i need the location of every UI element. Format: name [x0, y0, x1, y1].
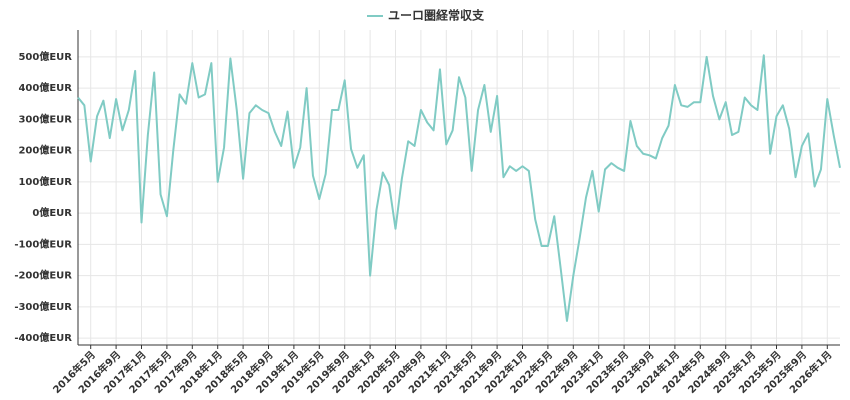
y-tick-label: 300億EUR [18, 112, 72, 125]
y-tick-label: -100億EUR [14, 237, 72, 250]
y-tick-label: 500億EUR [18, 50, 72, 63]
y-tick-label: -200億EUR [14, 269, 72, 282]
y-tick-label: 100億EUR [18, 175, 72, 188]
y-tick-label: -300億EUR [14, 300, 72, 313]
legend-label: ユーロ圏経常収支 [388, 8, 485, 23]
y-tick-label: -400億EUR [14, 331, 72, 344]
y-tick-label: 200億EUR [18, 144, 72, 157]
y-tick-label: 0億EUR [32, 206, 72, 219]
series-line [77, 54, 841, 322]
y-tick-label: 400億EUR [18, 81, 72, 94]
